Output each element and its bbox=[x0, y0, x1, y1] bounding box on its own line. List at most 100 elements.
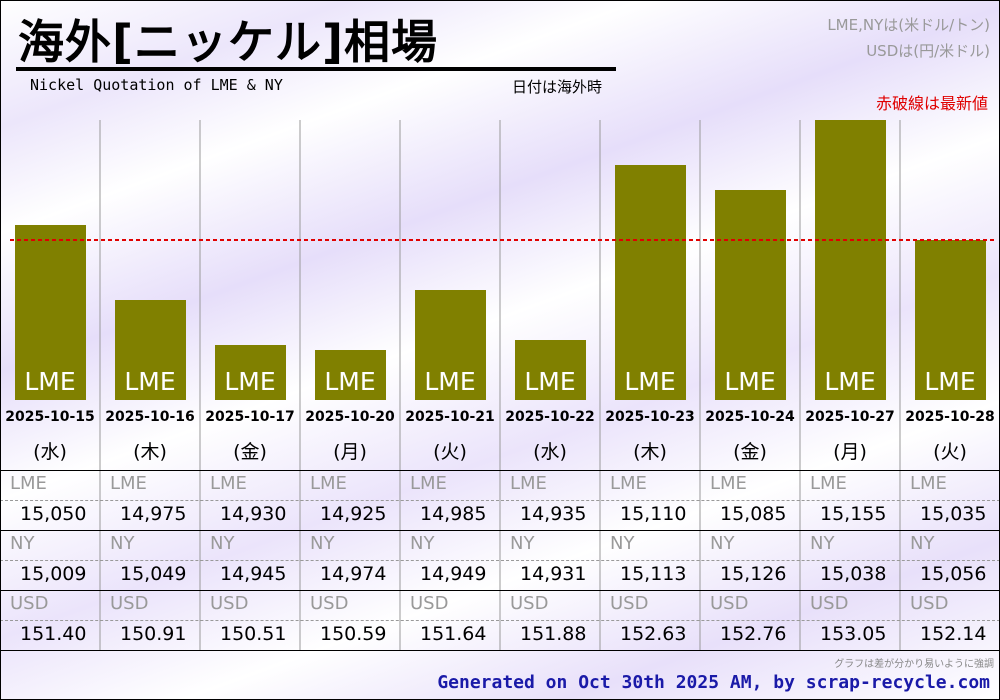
bar-label: LME bbox=[424, 367, 475, 396]
row-label-ny: NY bbox=[610, 533, 635, 554]
row-label-usd: USD bbox=[110, 593, 149, 614]
subtitle: Nickel Quotation of LME & NY bbox=[30, 76, 283, 94]
bar-label: LME bbox=[524, 367, 575, 396]
value-usd: 152.63 bbox=[620, 623, 687, 645]
row-label-lme: LME bbox=[210, 473, 247, 494]
bar-label: LME bbox=[124, 367, 175, 396]
row-label-lme: LME bbox=[410, 473, 447, 494]
row-label-usd: USD bbox=[810, 593, 849, 614]
value-ny: 14,974 bbox=[320, 563, 387, 585]
value-ny: 15,038 bbox=[820, 563, 887, 585]
value-usd: 150.91 bbox=[120, 623, 187, 645]
latest-line-note: 赤破線は最新値 bbox=[875, 94, 988, 113]
date-label: 2025-10-17 bbox=[205, 409, 295, 425]
bar-lme bbox=[415, 290, 486, 400]
page-title: 海外[ニッケル]相場 bbox=[18, 15, 439, 69]
bar-label: LME bbox=[824, 367, 875, 396]
value-lme: 14,930 bbox=[220, 503, 287, 525]
table-dashed-divider bbox=[0, 500, 1000, 501]
row-label-lme: LME bbox=[510, 473, 547, 494]
bar-label: LME bbox=[224, 367, 275, 396]
row-label-ny: NY bbox=[210, 533, 235, 554]
table-row-border bbox=[0, 590, 1000, 591]
row-label-usd: USD bbox=[610, 593, 649, 614]
value-ny: 15,113 bbox=[620, 563, 687, 585]
row-label-ny: NY bbox=[10, 533, 35, 554]
value-lme: 14,985 bbox=[420, 503, 487, 525]
weekday-label: (火) bbox=[933, 441, 967, 463]
value-lme: 14,975 bbox=[120, 503, 187, 525]
value-ny: 15,056 bbox=[920, 563, 987, 585]
table-row-border bbox=[0, 470, 1000, 471]
row-label-lme: LME bbox=[110, 473, 147, 494]
row-label-ny: NY bbox=[910, 533, 935, 554]
row-label-lme: LME bbox=[10, 473, 47, 494]
weekday-label: (火) bbox=[433, 441, 467, 463]
value-usd: 150.51 bbox=[220, 623, 287, 645]
value-ny: 15,126 bbox=[720, 563, 787, 585]
date-label: 2025-10-15 bbox=[5, 409, 95, 425]
value-ny: 15,049 bbox=[120, 563, 187, 585]
value-usd: 151.64 bbox=[420, 623, 487, 645]
bar-lme bbox=[315, 350, 386, 400]
weekday-label: (水) bbox=[533, 441, 567, 463]
emphasis-note: グラフは差が分かり易いように強調 bbox=[834, 659, 994, 670]
date-label: 2025-10-28 bbox=[905, 409, 995, 425]
bar-label: LME bbox=[24, 367, 75, 396]
value-lme: 15,085 bbox=[720, 503, 787, 525]
bar-lme bbox=[215, 345, 286, 400]
bar-label: LME bbox=[624, 367, 675, 396]
row-label-lme: LME bbox=[610, 473, 647, 494]
row-label-usd: USD bbox=[10, 593, 49, 614]
generated-credit: Generated on Oct 30th 2025 AM, by scrap-… bbox=[437, 672, 990, 693]
value-ny: 14,931 bbox=[520, 563, 587, 585]
bar-lme bbox=[515, 340, 586, 400]
value-ny: 14,949 bbox=[420, 563, 487, 585]
row-label-usd: USD bbox=[510, 593, 549, 614]
bar-lme bbox=[715, 190, 786, 400]
table-dashed-divider bbox=[0, 620, 1000, 621]
weekday-label: (金) bbox=[233, 441, 267, 463]
row-label-ny: NY bbox=[810, 533, 835, 554]
date-label: 2025-10-23 bbox=[605, 409, 695, 425]
date-note: 日付は海外時 bbox=[512, 78, 603, 96]
row-label-usd: USD bbox=[310, 593, 349, 614]
weekday-label: (月) bbox=[833, 441, 867, 463]
value-lme: 15,110 bbox=[620, 503, 687, 525]
unit-note-usd: USDは(円/米ドル) bbox=[866, 42, 990, 60]
bar-label: LME bbox=[724, 367, 775, 396]
date-label: 2025-10-21 bbox=[405, 409, 495, 425]
table-row-border bbox=[0, 530, 1000, 531]
value-lme: 15,155 bbox=[820, 503, 887, 525]
row-label-usd: USD bbox=[410, 593, 449, 614]
bar-lme bbox=[915, 240, 986, 400]
value-lme: 15,050 bbox=[20, 503, 87, 525]
unit-note-lme-ny: LME,NYは(米ドル/トン) bbox=[827, 16, 990, 34]
title-underline bbox=[16, 67, 616, 71]
weekday-label: (月) bbox=[333, 441, 367, 463]
row-label-lme: LME bbox=[710, 473, 747, 494]
row-label-ny: NY bbox=[710, 533, 735, 554]
row-label-ny: NY bbox=[510, 533, 535, 554]
row-label-usd: USD bbox=[910, 593, 949, 614]
weekday-label: (木) bbox=[133, 441, 167, 463]
value-lme: 15,035 bbox=[920, 503, 987, 525]
row-label-lme: LME bbox=[810, 473, 847, 494]
bar-lme bbox=[15, 225, 86, 400]
date-label: 2025-10-27 bbox=[805, 409, 895, 425]
value-usd: 152.14 bbox=[920, 623, 987, 645]
value-usd: 151.88 bbox=[520, 623, 587, 645]
date-label: 2025-10-16 bbox=[105, 409, 195, 425]
value-lme: 14,925 bbox=[320, 503, 387, 525]
bar-label: LME bbox=[324, 367, 375, 396]
value-usd: 151.40 bbox=[20, 623, 87, 645]
date-label: 2025-10-20 bbox=[305, 409, 395, 425]
bar-lme bbox=[815, 120, 886, 400]
table-row-border bbox=[0, 650, 1000, 651]
value-ny: 15,009 bbox=[20, 563, 87, 585]
row-label-lme: LME bbox=[310, 473, 347, 494]
weekday-label: (金) bbox=[733, 441, 767, 463]
row-label-ny: NY bbox=[110, 533, 135, 554]
bar-lme bbox=[615, 165, 686, 400]
